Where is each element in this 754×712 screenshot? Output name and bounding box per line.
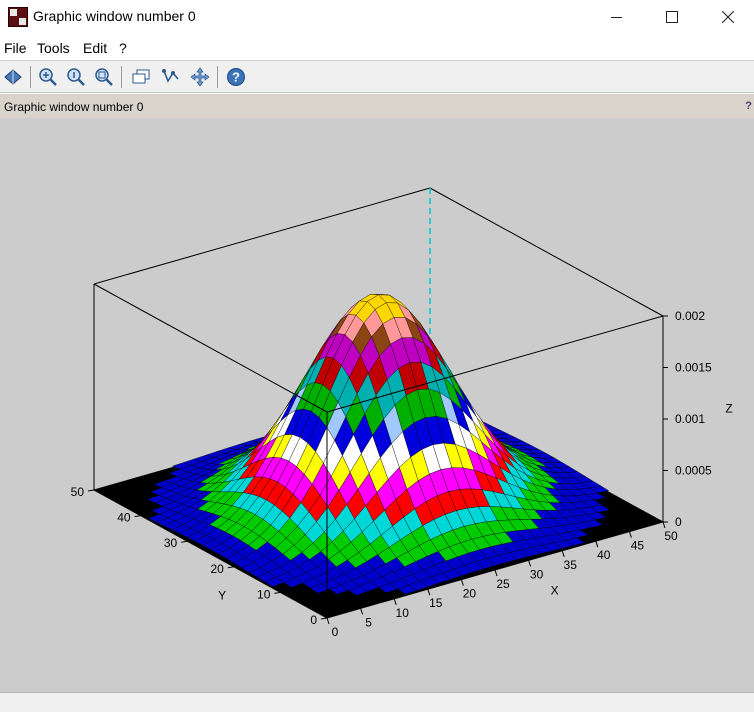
x-tick-mark	[662, 521, 666, 529]
x-tick-label: 20	[463, 587, 477, 601]
surface-facet	[348, 585, 368, 596]
y-tick-mark	[87, 489, 95, 492]
y-tick-mark	[181, 540, 188, 543]
y-tick-label: 0	[310, 613, 317, 627]
help-button[interactable]: ?	[225, 66, 247, 88]
box-edge	[326, 315, 664, 413]
z-tick-label: 0.0005	[675, 464, 712, 478]
toolbar-separator	[30, 66, 31, 88]
x-tick-label: 25	[496, 577, 510, 591]
x-axis-label: X	[551, 583, 559, 597]
x-tick-mark	[528, 560, 532, 567]
x-tick-label: 35	[564, 558, 578, 572]
x-tick-mark	[595, 541, 599, 548]
y-tick-label: 50	[71, 485, 85, 499]
z-axis-label: Z	[725, 402, 732, 416]
surface-facet	[264, 577, 285, 587]
surface-facet	[329, 584, 349, 595]
surface-facet	[397, 584, 417, 595]
x-tick-mark	[460, 579, 464, 586]
info-bar: Graphic window number 0 ?	[0, 94, 754, 118]
x-tick-label: 15	[429, 596, 443, 610]
x-tick-mark	[326, 617, 330, 625]
x-tick-label: 5	[365, 615, 372, 629]
x-tick-label: 0	[332, 625, 339, 639]
zoom-reset-icon	[67, 68, 85, 86]
z-tick-label: 0.001	[675, 412, 705, 426]
y-tick-label: 10	[257, 587, 271, 601]
y-tick-mark	[134, 515, 141, 518]
zoom-area-button[interactable]	[93, 66, 115, 88]
x-tick-label: 45	[631, 539, 645, 553]
scilab-app-icon	[8, 7, 28, 27]
surface-facet	[310, 583, 330, 594]
help-icon: ?	[227, 68, 245, 86]
x-tick-mark	[360, 608, 364, 615]
menu-edit[interactable]: Edit	[83, 40, 108, 56]
y-tick-mark	[274, 591, 281, 594]
y-tick-mark	[320, 617, 328, 620]
x-tick-label: 10	[396, 606, 410, 620]
y-axis-label: Y	[218, 589, 226, 603]
datatip-icon	[162, 69, 179, 83]
z-tick-label: 0.002	[675, 309, 705, 323]
surface-plot[interactable]: 051015202530354045500102030405000.00050.…	[0, 118, 754, 692]
title-bar: Graphic window number 0	[0, 0, 754, 34]
box-edge	[93, 187, 431, 285]
minimize-button[interactable]	[588, 0, 644, 34]
plot-canvas[interactable]: 0 5 10 15 20 25 30 35 40 45 50 0 10 20 30 40 50 0 0.0005 0.…	[0, 118, 754, 692]
x-tick-mark	[427, 589, 431, 596]
y-tick-label: 40	[117, 511, 131, 525]
x-tick-mark	[494, 569, 498, 577]
x-tick-mark	[628, 531, 632, 538]
datatip-button[interactable]	[160, 66, 182, 88]
surface-facet	[283, 577, 304, 588]
y-tick-label: 20	[210, 562, 224, 576]
y-tick-label: 30	[164, 536, 178, 550]
x-tick-label: 50	[664, 529, 678, 543]
legend-button[interactable]	[130, 66, 152, 88]
minimize-icon	[610, 16, 622, 18]
maximize-icon	[666, 11, 678, 23]
zoom-area-icon	[95, 68, 113, 86]
toolbar-separator	[217, 66, 218, 88]
status-bar	[0, 692, 754, 712]
y-axis-line	[93, 489, 328, 619]
maximize-button[interactable]	[644, 0, 700, 34]
z-tick-label: 0.0015	[675, 361, 712, 375]
x-tick-label: 30	[530, 567, 544, 581]
zoom-reset-button[interactable]	[65, 66, 87, 88]
info-bar-help[interactable]: ?	[745, 100, 752, 112]
toolbar-separator	[121, 66, 122, 88]
zoom-in-icon	[39, 68, 57, 86]
zoom-in-button[interactable]	[37, 66, 59, 88]
toolbar: ?	[0, 60, 754, 93]
menu-help[interactable]: ?	[119, 40, 127, 56]
window-title: Graphic window number 0	[33, 8, 196, 24]
x-tick-mark	[393, 598, 397, 605]
box-edge	[429, 187, 664, 317]
box-edge	[93, 283, 328, 413]
x-tick-mark	[561, 550, 565, 557]
surface-facet	[378, 583, 398, 593]
z-tick-label: 0	[675, 515, 682, 529]
close-button[interactable]	[700, 0, 754, 34]
y-tick-mark	[227, 566, 234, 569]
rotate-icon	[4, 69, 22, 85]
svg-text:?: ?	[232, 70, 240, 85]
menu-bar: File Tools Edit ?	[0, 36, 754, 60]
close-icon	[722, 11, 734, 23]
menu-tools[interactable]: Tools	[37, 40, 70, 56]
menu-file[interactable]: File	[4, 40, 27, 56]
legend-icon	[132, 69, 150, 84]
info-bar-label: Graphic window number 0	[4, 100, 144, 114]
x-tick-label: 40	[597, 548, 611, 562]
pan-button[interactable]	[189, 66, 211, 88]
pan-icon	[190, 67, 210, 87]
rotate-button[interactable]	[2, 66, 24, 88]
